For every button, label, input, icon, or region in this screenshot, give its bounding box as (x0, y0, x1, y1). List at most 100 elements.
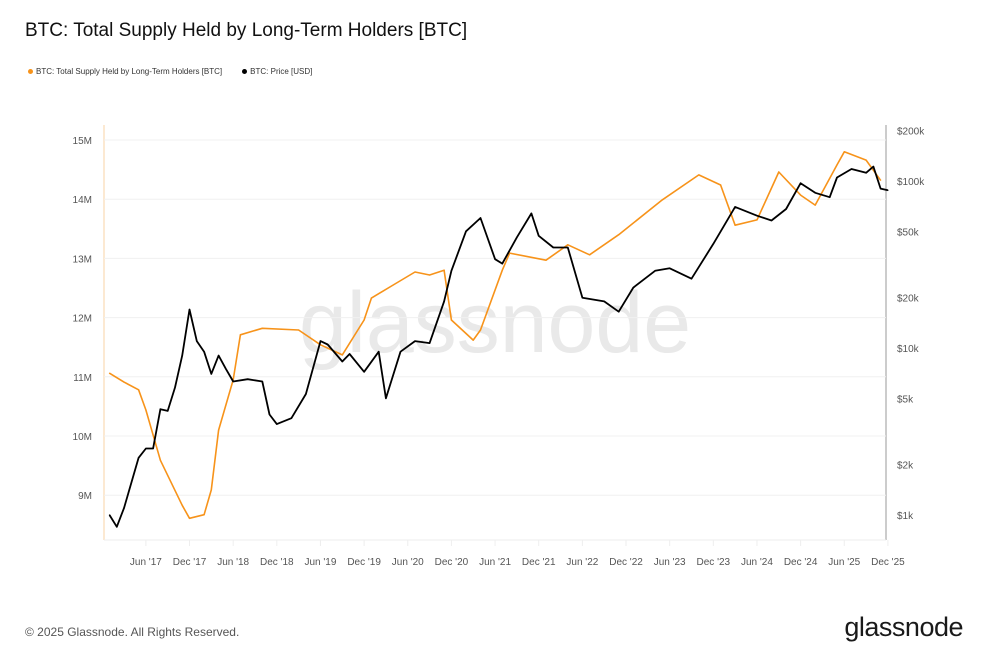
price-point (443, 300, 445, 303)
lth-supply-point (370, 297, 372, 299)
lth-supply-point (159, 459, 162, 461)
lth-supply-point (428, 274, 431, 276)
price-point (450, 270, 453, 272)
price-point (850, 168, 853, 170)
y-right-tick-label: $20k (897, 294, 920, 305)
price-point (567, 246, 569, 249)
price-point (268, 413, 271, 416)
y-right-tick-label: $100k (897, 177, 925, 188)
lth-supply-point (865, 159, 867, 161)
price-point (712, 243, 714, 245)
lth-supply-point (618, 234, 620, 236)
y-left-tick-label: 10M (73, 432, 92, 443)
x-tick-label: Dec '19 (347, 557, 381, 568)
lth-supply-point (392, 284, 394, 286)
y-left-tick-label: 15M (73, 136, 92, 147)
x-tick-label: Dec '17 (173, 557, 207, 568)
price-point (145, 447, 147, 450)
lth-supply-point (501, 269, 503, 271)
copyright: © 2025 Glassnode. All Rights Reserved. (25, 625, 240, 639)
price-point (290, 417, 292, 419)
price-point (501, 263, 503, 265)
y-left-tick-label: 9M (78, 491, 92, 502)
x-tick-label: Jun '22 (566, 557, 598, 568)
price-point (276, 423, 278, 425)
price-point (538, 235, 540, 237)
price-point (348, 353, 351, 355)
price-point (494, 258, 496, 260)
lth-supply-point (181, 504, 183, 506)
lth-supply-point (589, 254, 591, 256)
price-point (632, 286, 634, 289)
lth-supply-point (814, 204, 816, 206)
price-point (618, 311, 620, 313)
lth-supply-point (363, 319, 365, 321)
lth-supply-point (719, 184, 722, 186)
price-point (188, 308, 191, 311)
price-point (123, 507, 125, 509)
price-point (785, 208, 787, 210)
y-left-tick-label: 12M (73, 314, 92, 325)
price-point (116, 526, 118, 528)
price-point (152, 447, 154, 450)
legend-label: BTC: Total Supply Held by Long-Term Hold… (36, 67, 223, 76)
lth-supply-point (239, 334, 242, 336)
lth-supply-point (843, 151, 845, 153)
x-tick-label: Jun '20 (392, 557, 424, 568)
orange-dot-icon (28, 69, 33, 75)
x-tick-label: Dec '23 (697, 557, 731, 568)
price-point (196, 340, 198, 342)
price-point (654, 270, 656, 272)
lth-supply-point (188, 517, 191, 519)
legend-item-price[interactable]: BTC: Price [USD] (242, 67, 312, 76)
x-tick-label: Jun '19 (304, 557, 336, 568)
price-point (218, 355, 220, 357)
lth-supply-point (450, 319, 453, 321)
lth-supply-point (661, 199, 663, 201)
x-tick-label: Jun '25 (828, 557, 860, 568)
price-point (479, 217, 482, 219)
legend-item-lth-supply[interactable]: BTC: Total Supply Held by Long-Term Hold… (28, 67, 222, 76)
lth-supply-point (778, 171, 780, 173)
price-point (261, 380, 263, 383)
lth-supply-point (734, 224, 736, 226)
x-tick-label: Dec '20 (435, 557, 469, 568)
lth-supply-point (210, 489, 212, 491)
price-point (581, 297, 583, 299)
price-point (734, 206, 736, 208)
price-point (174, 386, 176, 389)
y-right-tick-label: $5k (897, 394, 914, 405)
x-tick-label: Jun '21 (479, 557, 511, 568)
lth-supply-point (108, 372, 111, 374)
price-point (516, 236, 518, 238)
lth-supply-point (261, 327, 263, 329)
lth-supply-point (756, 219, 758, 221)
price-point (137, 457, 140, 459)
price-point (181, 355, 183, 357)
price-point (341, 360, 343, 363)
price-point (108, 514, 111, 516)
lth-supply-point (698, 174, 700, 176)
price-point (530, 212, 533, 214)
price-point (232, 380, 234, 383)
price-point (428, 342, 431, 344)
price-point (552, 246, 554, 249)
y-right-tick-label: $50k (897, 227, 920, 238)
price-point (247, 378, 249, 380)
lth-supply-point (298, 329, 300, 331)
glassnode-logo: glassnode (844, 612, 963, 642)
price-point (327, 343, 329, 346)
y-left-tick-label: 14M (73, 195, 92, 206)
lth-supply-point (443, 269, 445, 271)
price-point (363, 371, 365, 373)
price-point (836, 176, 838, 179)
lth-supply-point (123, 381, 125, 383)
price-point (829, 196, 831, 198)
price-point (378, 351, 380, 353)
price-point (880, 188, 882, 190)
lth-supply-point (414, 271, 416, 273)
price-point (414, 340, 416, 342)
x-tick-label: Jun '24 (741, 557, 773, 568)
price-point (159, 408, 162, 410)
price-point (603, 300, 605, 303)
